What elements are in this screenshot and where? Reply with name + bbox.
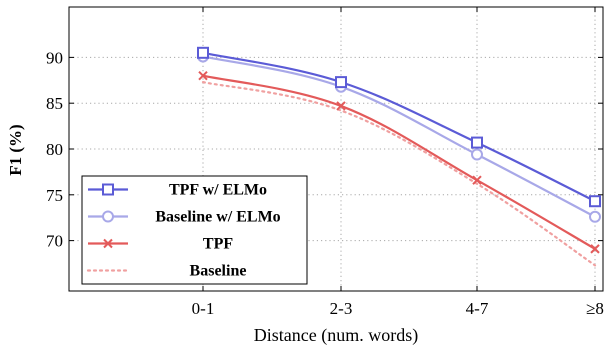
series-4 [201,81,597,267]
data-point [472,175,482,185]
x-axis-title: Distance (num. words) [254,325,418,346]
data-point [590,244,600,254]
y-tick-label: 75 [46,186,63,205]
x-tick-label: 4-7 [466,299,489,318]
series-1 [197,46,601,208]
legend-marker [102,183,114,196]
series-line [202,51,596,203]
y-tick-label: 80 [46,140,63,159]
axes: 0-1 2-3 4-7 ≥8 70 75 80 85 90 [46,7,604,318]
legend-marker [102,210,114,223]
x-tick-label: ≥8 [586,299,604,318]
data-point [471,148,483,161]
series-line [202,74,596,250]
legend-entry: TPF [88,236,233,253]
legend-box [81,175,308,285]
x-tick-label: 0-1 [192,299,215,318]
data-point [471,136,483,149]
y-tick-label: 85 [46,94,63,113]
series-line [201,81,597,267]
legend-label: TPF w/ ELMo [169,182,267,199]
legend-entry: TPF w/ ELMo [88,182,267,199]
series-3 [198,71,600,254]
legend-entry: Baseline [86,263,247,280]
legend-label: Baseline [190,263,247,280]
data-point [589,210,601,223]
x-tick-label: 2-3 [330,299,353,318]
series-line [202,55,596,218]
data-point [335,76,347,89]
y-tick-label: 70 [46,232,63,251]
legend-marker [103,238,113,249]
y-tick-label: 90 [46,48,63,67]
legend-label: Baseline w/ ELMo [155,209,280,226]
data-point [336,101,346,111]
data-point [197,46,209,59]
data-point [589,195,601,208]
legend: TPF w/ ELMo Baseline w/ ELMo TPF Baseline [81,175,308,285]
y-axis-title: F1 (%) [6,124,25,175]
data-point [198,71,208,81]
legend-label: TPF [203,236,233,253]
legend-entry: Baseline w/ ELMo [88,209,281,226]
series-layer [197,46,601,267]
